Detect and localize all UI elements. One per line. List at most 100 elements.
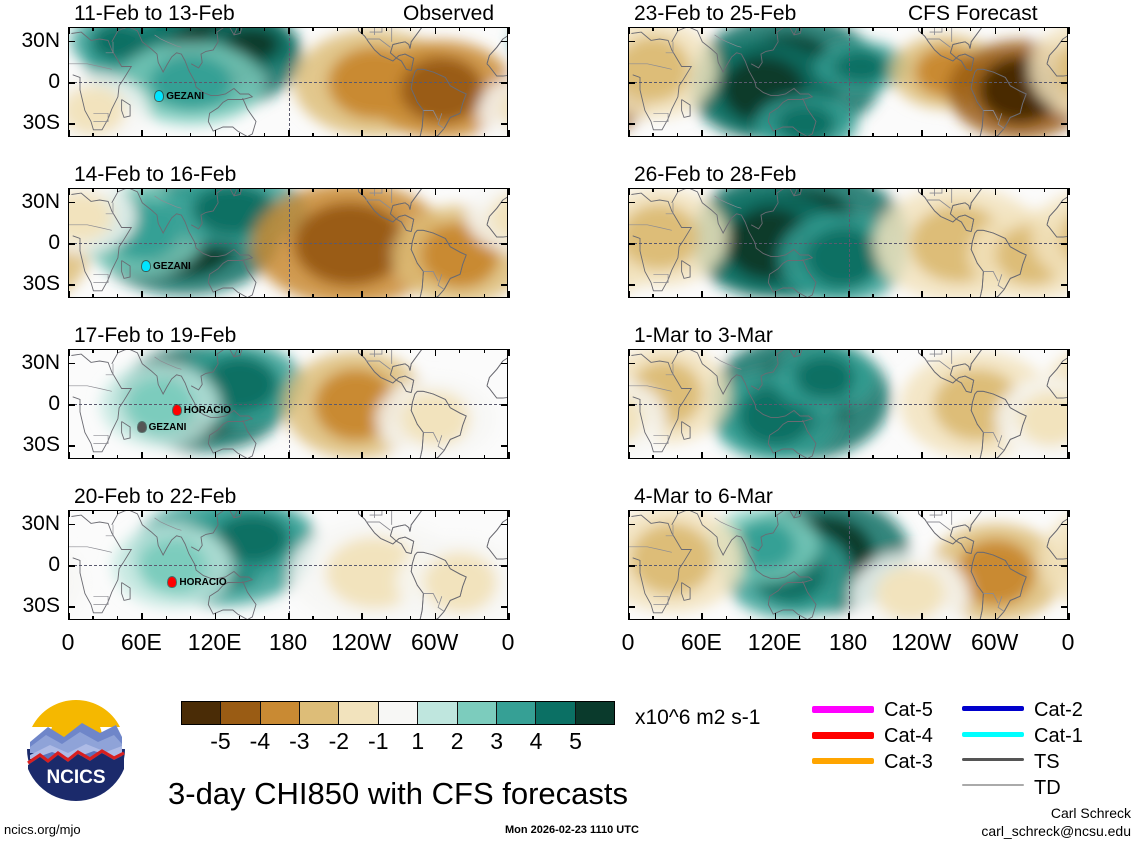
- y-axis-label-0: 30N: [21, 350, 60, 374]
- x-tick-minor: [725, 188, 727, 192]
- x-tick: [361, 130, 363, 137]
- y-tick: [501, 123, 508, 125]
- x-tick-minor: [312, 188, 314, 192]
- x-tick: [774, 349, 777, 356]
- x-tick-minor: [799, 616, 801, 620]
- x-tick-minor: [312, 455, 314, 459]
- x-tick-minor: [336, 349, 339, 353]
- dateline-2: [289, 350, 290, 458]
- y-tick: [628, 445, 635, 447]
- x-tick-minor: [970, 455, 972, 459]
- x-tick-minor: [823, 27, 825, 31]
- x-tick: [774, 130, 777, 137]
- legend-label-cat-2: Cat-2: [1034, 699, 1083, 721]
- x-tick-minor: [483, 616, 485, 620]
- x-tick: [508, 291, 510, 298]
- colorbar-segment-9: [536, 702, 576, 724]
- x-tick-minor: [799, 133, 801, 137]
- x-tick: [434, 613, 437, 620]
- y-tick: [628, 123, 635, 125]
- x-tick: [288, 349, 290, 356]
- colorbar-segment-1: [221, 702, 261, 724]
- x-tick-minor: [652, 133, 654, 137]
- y-tick: [68, 606, 75, 608]
- x-tick-minor: [725, 294, 727, 298]
- y-tick: [501, 565, 508, 567]
- x-tick-minor: [872, 294, 874, 298]
- x-tick-minor: [92, 455, 94, 459]
- x-tick-minor: [676, 27, 679, 31]
- x-tick-minor: [410, 294, 412, 298]
- x-tick: [214, 130, 217, 137]
- x-tick: [1068, 27, 1070, 34]
- x-tick: [141, 27, 143, 34]
- x-tick-minor: [945, 455, 947, 459]
- x-tick: [214, 613, 217, 620]
- x-axis-label-col0-0: 0: [61, 629, 75, 655]
- x-tick-minor: [385, 188, 387, 192]
- x-axis-label-col0-6: 0: [501, 629, 515, 655]
- x-tick-minor: [385, 455, 387, 459]
- map-panel-1: GEZANI: [68, 188, 508, 298]
- x-tick-minor: [336, 455, 339, 459]
- x-tick: [994, 452, 997, 459]
- x-tick: [628, 349, 630, 356]
- x-tick-minor: [483, 133, 485, 137]
- equator-line-5: [629, 243, 1067, 244]
- x-tick-minor: [263, 616, 265, 620]
- y-tick: [68, 243, 75, 245]
- dateline-7: [849, 511, 850, 619]
- y-tick: [68, 404, 75, 406]
- y-tick: [501, 40, 508, 43]
- x-tick-minor: [190, 616, 192, 620]
- dateline-1: [289, 189, 290, 297]
- y-tick: [68, 445, 75, 447]
- y-tick: [501, 445, 508, 447]
- x-tick-minor: [410, 349, 412, 353]
- map-panel-4: [628, 27, 1068, 137]
- x-tick: [141, 291, 143, 298]
- x-axis-label-col1-6: 0: [1061, 629, 1075, 655]
- x-tick: [434, 349, 437, 356]
- x-tick: [361, 291, 363, 298]
- x-tick: [994, 27, 997, 34]
- y-tick: [68, 565, 75, 567]
- x-tick-minor: [190, 188, 192, 192]
- storm-marker-gezani: [155, 91, 164, 102]
- x-tick-minor: [799, 455, 801, 459]
- colorbar-segment-8: [496, 702, 537, 724]
- y-tick: [68, 201, 75, 204]
- colorbar-segment-10: [575, 702, 614, 724]
- x-tick: [288, 510, 290, 517]
- x-tick-minor: [1043, 349, 1045, 353]
- x-tick-minor: [239, 455, 241, 459]
- map-panel-5: [628, 188, 1068, 298]
- x-tick-minor: [896, 133, 899, 137]
- x-tick-minor: [799, 510, 801, 514]
- y-tick: [1061, 40, 1068, 43]
- x-tick: [434, 27, 437, 34]
- x-tick-minor: [1019, 188, 1021, 192]
- x-tick: [508, 188, 510, 195]
- x-tick-minor: [116, 349, 119, 353]
- panel-title-3: 20-Feb to 22-Feb: [74, 485, 237, 508]
- x-tick: [628, 188, 630, 195]
- x-tick-minor: [652, 455, 654, 459]
- colorbar-tick-5: 1: [411, 728, 425, 754]
- x-axis-label-col1-2: 120E: [747, 629, 802, 655]
- x-tick-minor: [676, 294, 679, 298]
- x-tick-minor: [970, 27, 972, 31]
- x-tick-minor: [312, 294, 314, 298]
- y-tick: [628, 523, 635, 526]
- x-tick: [701, 188, 703, 195]
- x-tick-minor: [750, 510, 752, 514]
- storm-marker-horacio: [168, 576, 177, 587]
- x-tick: [994, 130, 997, 137]
- x-tick-minor: [750, 133, 752, 137]
- x-tick-minor: [1019, 27, 1021, 31]
- y-tick: [1061, 606, 1068, 608]
- x-tick-minor: [410, 188, 412, 192]
- x-tick-minor: [312, 616, 314, 620]
- dateline-4: [849, 28, 850, 136]
- x-tick-minor: [676, 616, 679, 620]
